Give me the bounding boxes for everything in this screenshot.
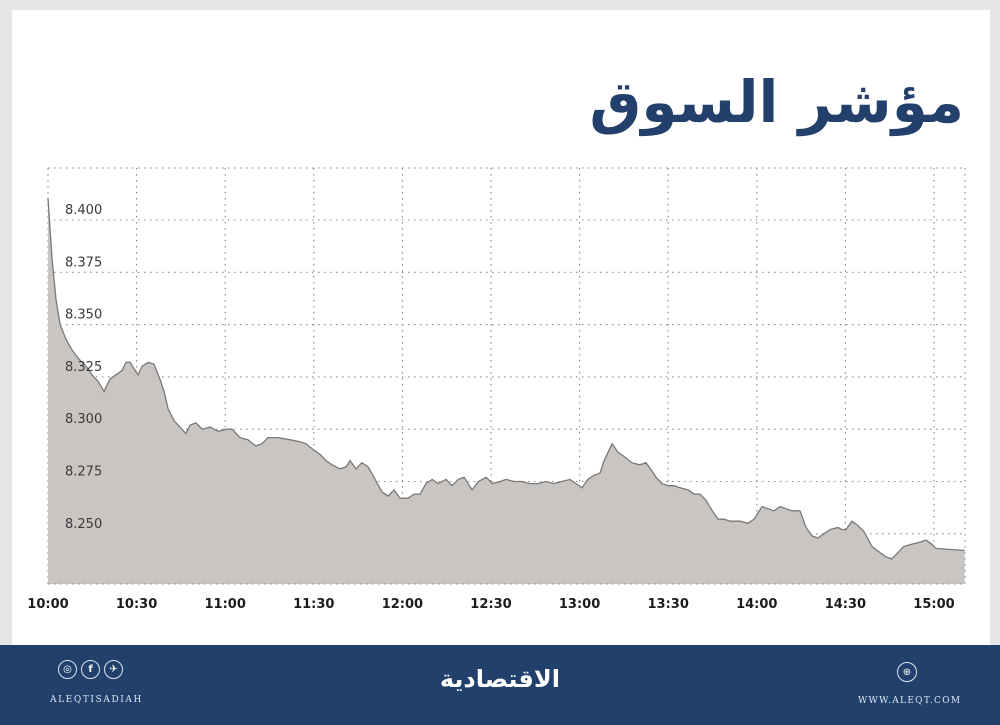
y-tick-label: 8.325 [65, 360, 102, 375]
x-tick-label: 15:00 [913, 597, 954, 612]
facebook-icon[interactable]: f [81, 660, 100, 679]
footer-bar: ◎ f ✈ ALEQTISADIAH الاقتصادية ⊕ WWW.ALEQ… [0, 645, 1000, 725]
website-link[interactable]: WWW.ALEQT.COM [858, 696, 962, 706]
y-tick-label: 8.350 [65, 308, 102, 323]
y-tick-label: 8.250 [65, 517, 102, 532]
y-tick-label: 8.400 [65, 203, 102, 218]
market-index-chart: 8.400 8.375 8.350 8.325 8.300 8.275 8.250 10:0… [27, 167, 966, 612]
x-axis-labels: 10:00 10:30 11:00 11:30 12:00 12:30 13:00 13:30… [27, 597, 954, 612]
index-area [48, 198, 965, 584]
x-tick-label: 10:30 [116, 597, 157, 612]
x-tick-label: 13:30 [648, 597, 689, 612]
x-tick-label: 10:00 [27, 597, 68, 612]
globe-icon[interactable]: ⊕ [897, 662, 917, 682]
page-title: مؤشر السوق [589, 68, 965, 136]
x-tick-label: 12:30 [470, 597, 511, 612]
x-tick-label: 14:30 [825, 597, 866, 612]
instagram-icon[interactable]: ◎ [58, 660, 77, 679]
twitter-icon[interactable]: ✈ [104, 660, 123, 679]
x-tick-label: 11:00 [205, 597, 246, 612]
x-tick-label: 13:00 [559, 597, 600, 612]
brand-logo: الاقتصادية [439, 665, 560, 693]
y-tick-label: 8.275 [65, 465, 102, 480]
x-tick-label: 14:00 [736, 597, 777, 612]
y-tick-label: 8.375 [65, 255, 102, 270]
y-axis-labels: 8.400 8.375 8.350 8.325 8.300 8.275 8.250 [65, 203, 102, 532]
y-tick-label: 8.300 [65, 412, 102, 427]
social-handle: ALEQTISADIAH [50, 695, 143, 705]
social-icons: ◎ f ✈ [58, 660, 123, 679]
index-line [47, 197, 965, 560]
x-tick-label: 12:00 [382, 597, 423, 612]
x-tick-label: 11:30 [293, 597, 334, 612]
